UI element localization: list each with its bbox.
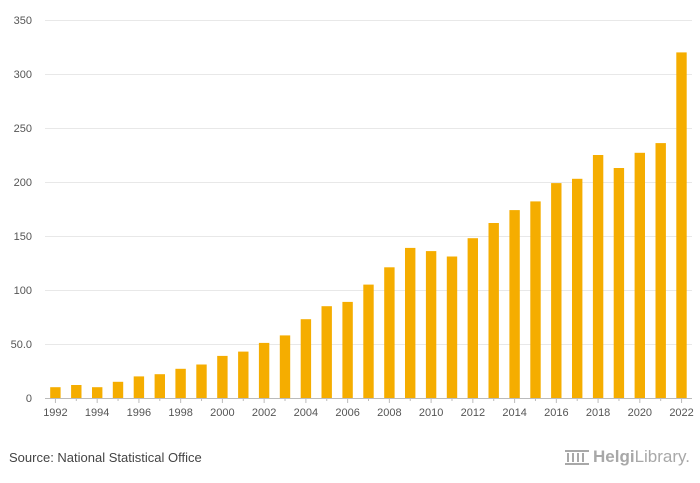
bar — [50, 387, 61, 398]
x-tick-label: 2020 — [628, 407, 652, 419]
y-tick-label: 50.0 — [11, 339, 32, 351]
bar — [676, 52, 687, 399]
x-tick-label: 1996 — [127, 407, 151, 419]
bar — [446, 256, 458, 398]
x-tick-label: 2018 — [586, 407, 610, 419]
y-axis-labels: 0 50.0 100 150 200 250 300 350 — [11, 15, 32, 405]
bar — [154, 374, 165, 398]
x-tick-label: 2004 — [294, 407, 318, 419]
bar — [133, 376, 145, 398]
source-note: Source: National Statistical Office — [9, 450, 202, 465]
bar-chart: 0 50.0 100 150 200 250 300 350 1992 1994 1996 1998… — [11, 15, 694, 419]
x-tick-label: 2012 — [461, 407, 485, 419]
gridlines — [45, 20, 692, 345]
y-tick-label: 250 — [14, 123, 32, 135]
x-tick-label: 2022 — [669, 407, 693, 419]
bar — [425, 251, 437, 398]
bar — [405, 247, 416, 398]
x-tick-label: 2006 — [335, 407, 359, 419]
x-tick-label: 1998 — [168, 407, 192, 419]
y-tick-label: 300 — [14, 69, 32, 81]
bar — [363, 284, 374, 398]
bars — [50, 52, 687, 399]
x-tick-label: 2016 — [544, 407, 568, 419]
bar — [655, 143, 666, 398]
library-columns-icon — [565, 450, 589, 465]
y-tick-label: 200 — [14, 177, 32, 189]
bar — [92, 387, 103, 398]
brand-logo: Helgi Library. — [564, 447, 690, 467]
bar — [613, 168, 625, 398]
bar — [551, 183, 562, 398]
bar — [258, 342, 270, 398]
y-tick-label: 350 — [14, 15, 32, 27]
bar — [175, 368, 186, 398]
bar — [634, 152, 645, 398]
bar — [238, 351, 249, 398]
y-tick-label: 100 — [14, 285, 32, 297]
x-tick-label: 2008 — [377, 407, 401, 419]
x-tick-label: 2002 — [252, 407, 276, 419]
brand-name-part2: Library. — [634, 447, 690, 466]
bar — [488, 223, 499, 398]
bar — [572, 178, 583, 398]
bar — [112, 381, 124, 398]
bar — [300, 319, 312, 398]
bar — [321, 306, 332, 398]
x-tick-label: 1992 — [43, 407, 67, 419]
bar — [530, 201, 541, 398]
bar — [71, 385, 82, 398]
x-tick-label: 2014 — [502, 407, 526, 419]
x-tick-label: 2000 — [210, 407, 234, 419]
y-tick-label: 150 — [14, 231, 32, 243]
bar — [467, 238, 478, 398]
bar — [592, 155, 604, 398]
bar — [196, 364, 207, 398]
bar — [279, 335, 291, 398]
x-axis-labels: 1992 1994 1996 1998 2000 2002 2004 2006 2008 2010… — [43, 407, 694, 419]
brand-name-part1: Helgi — [593, 447, 635, 466]
y-tick-label: 0 — [26, 393, 32, 405]
x-tick-label: 2010 — [419, 407, 443, 419]
x-tick-label: 1994 — [85, 407, 109, 419]
bar — [217, 355, 228, 398]
bar — [509, 210, 520, 398]
bar — [342, 301, 353, 398]
bar — [384, 267, 395, 398]
